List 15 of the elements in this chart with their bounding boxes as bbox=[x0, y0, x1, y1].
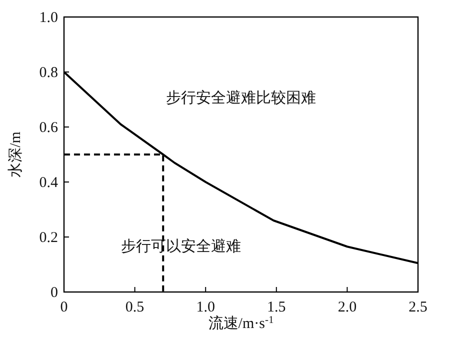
x-axis-title: 流速/m·s$^{-1}$ bbox=[208, 314, 274, 332]
x-tick-label: 0.5 bbox=[125, 300, 144, 316]
y-tick-label: 1.0 bbox=[39, 10, 58, 26]
annotation: 步行安全避难比较困难 bbox=[166, 90, 316, 107]
y-tick-label: 0 bbox=[50, 284, 58, 301]
annotation: 步行可以安全避难 bbox=[120, 238, 241, 256]
x-tick-label: 1.0 bbox=[196, 300, 215, 316]
x-tick-label: 2.0 bbox=[338, 300, 357, 316]
y-tick-label: 0.2 bbox=[39, 230, 58, 246]
y-tick-label: 0.8 bbox=[39, 64, 58, 81]
y-tick-label: 0.4 bbox=[39, 174, 58, 191]
y-tick-label: 0.6 bbox=[39, 120, 58, 136]
x-tick-label: 2.5 bbox=[408, 300, 428, 316]
y-axis-title: 水深/m bbox=[7, 131, 24, 178]
x-tick-label: 1.5 bbox=[267, 300, 286, 316]
